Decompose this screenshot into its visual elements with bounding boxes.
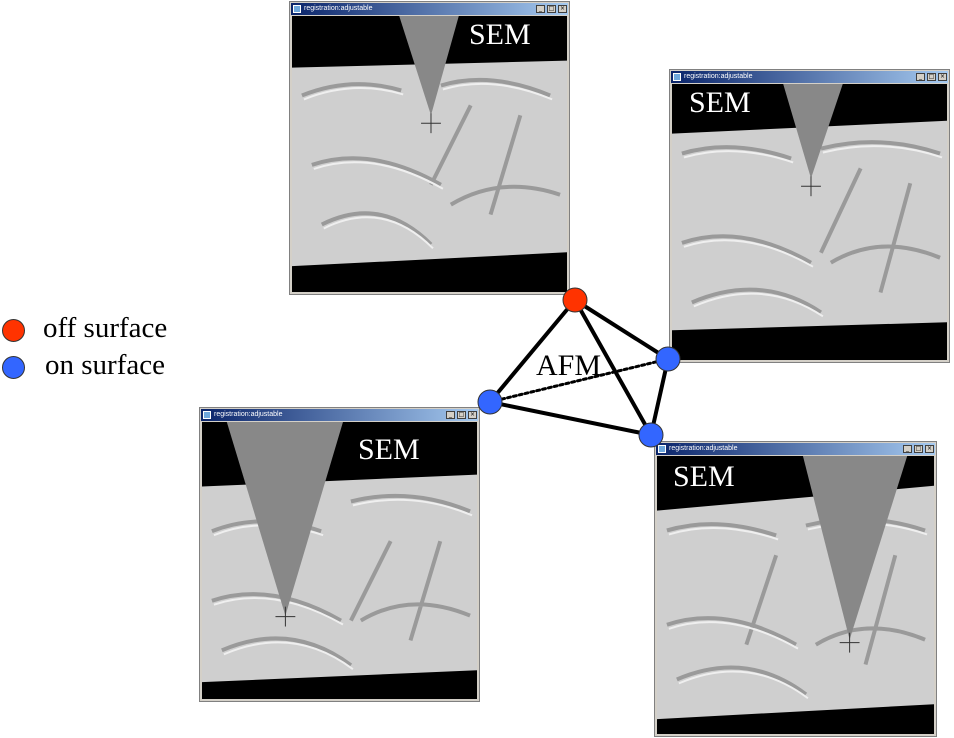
maximize-button[interactable]: □ (914, 445, 923, 453)
afm-label: AFM (536, 349, 601, 382)
app-icon (293, 5, 301, 13)
maximize-button[interactable]: □ (927, 73, 936, 81)
vertex-on-surface (655, 346, 681, 372)
window-titlebar[interactable]: registration:adjustable _ □ × (671, 71, 948, 83)
app-icon (673, 73, 681, 81)
close-button[interactable]: × (558, 5, 567, 13)
sem-label: SEM (469, 18, 531, 51)
vertex-on-surface (477, 389, 503, 415)
sem-view: SEM (657, 456, 934, 734)
maximize-button[interactable]: □ (457, 411, 466, 419)
sem-view: SEM (202, 422, 477, 699)
edge (573, 298, 670, 361)
app-icon (658, 445, 666, 453)
window-titlebar[interactable]: registration:adjustable _ □ × (291, 3, 568, 15)
hidden-edge (488, 357, 670, 404)
sem-label: SEM (673, 460, 735, 493)
legend-dot-off-surface (2, 319, 25, 342)
sem-window-right: registration:adjustable _ □ × SEM (669, 69, 950, 363)
vertex-on-surface (638, 422, 664, 448)
window-title: registration:adjustable (214, 411, 283, 418)
sem-view: SEM (672, 84, 947, 360)
window-title: registration:adjustable (304, 5, 373, 12)
sem-window-bottom-right: registration:adjustable _ □ × SEM (654, 441, 937, 737)
edge (488, 400, 653, 437)
window-title: registration:adjustable (684, 73, 753, 80)
surface-render (657, 456, 934, 720)
sem-view: SEM (292, 16, 567, 292)
app-icon (203, 411, 211, 419)
close-button[interactable]: × (925, 445, 934, 453)
sem-window-top: registration:adjustable _ □ × SEM (289, 1, 570, 295)
close-button[interactable]: × (468, 411, 477, 419)
sem-label: SEM (689, 86, 751, 119)
sem-label: SEM (358, 433, 420, 466)
window-titlebar[interactable]: registration:adjustable _ □ × (201, 409, 478, 421)
close-button[interactable]: × (938, 73, 947, 81)
minimize-button[interactable]: _ (903, 445, 912, 453)
surface-render (292, 16, 567, 267)
legend-label-on-surface: on surface (45, 349, 165, 381)
edge (488, 298, 577, 404)
surface-render (672, 84, 947, 331)
minimize-button[interactable]: _ (536, 5, 545, 13)
maximize-button[interactable]: □ (547, 5, 556, 13)
sem-window-bottom-left: registration:adjustable _ □ × SEM (199, 407, 480, 702)
legend-label-off-surface: off surface (43, 312, 168, 344)
surface-render (202, 422, 477, 683)
legend-dot-on-surface (2, 356, 25, 379)
vertex-off-surface (562, 287, 588, 313)
window-titlebar[interactable]: registration:adjustable _ □ × (656, 443, 935, 455)
edge (573, 298, 653, 437)
edge (649, 357, 670, 437)
minimize-button[interactable]: _ (916, 73, 925, 81)
minimize-button[interactable]: _ (446, 411, 455, 419)
window-title: registration:adjustable (669, 445, 738, 452)
